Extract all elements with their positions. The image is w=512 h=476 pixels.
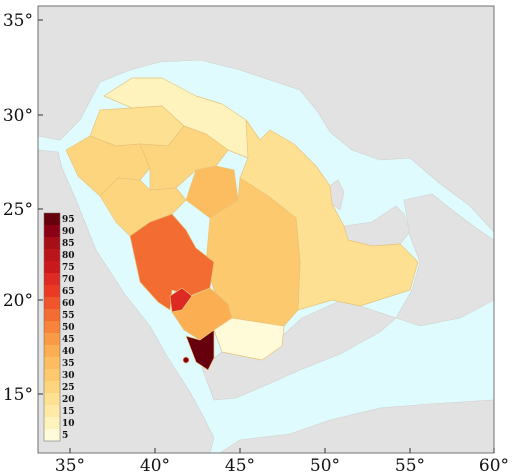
x-tick: 35° (55, 448, 85, 476)
legend-label: 60 (62, 299, 75, 309)
x-tick: 60° (479, 448, 509, 476)
legend-label: 80 (62, 251, 75, 261)
neighbouring-land (37, 5, 495, 454)
legend-label: 85 (62, 239, 75, 249)
legend-label: 25 (62, 383, 75, 393)
legend-swatch (44, 381, 60, 393)
y-tick-label: 30° (3, 106, 33, 126)
legend-label: 65 (62, 287, 75, 297)
y-tick: 15° (3, 385, 43, 405)
legend-swatch (44, 369, 60, 381)
farasan-islands (182, 356, 190, 364)
y-tick-label: 25° (3, 200, 33, 220)
legend-label: 45 (62, 335, 75, 345)
legend-label: 50 (62, 323, 75, 333)
oman (395, 193, 495, 327)
x-tick-label: 50° (310, 456, 340, 476)
legend-label: 35 (62, 359, 75, 369)
west-landmass (37, 149, 215, 454)
legend-swatch (44, 333, 60, 345)
x-ticks: 35° 40° 45° 50° 55° 60° (55, 448, 509, 476)
x-tick-label: 55° (395, 456, 425, 476)
x-tick: 40° (140, 448, 170, 476)
legend-swatch (44, 357, 60, 369)
plot-frame (37, 5, 495, 454)
x-tick: 50° (310, 448, 340, 476)
legend-label: 30 (62, 371, 75, 381)
legend-colorbar: 95 90 85 80 75 70 65 60 55 50 45 40 35 30 25 20 15 10 5 (43, 212, 75, 442)
legend-label: 10 (62, 419, 75, 429)
y-tick-label: 15° (3, 385, 33, 405)
region-jizan[interactable] (185, 329, 215, 371)
legend-label: 40 (62, 347, 75, 357)
legend-swatch (44, 405, 60, 417)
y-tick-label: 20° (3, 291, 33, 311)
y-ticks: 35° 30° 25° 20° 15° (3, 11, 43, 405)
legend-swatch (44, 345, 60, 357)
y-tick: 30° (3, 106, 43, 126)
legend-swatch (44, 237, 60, 249)
legend-label: 20 (62, 395, 75, 405)
legend-swatch (44, 213, 60, 225)
legend-label: 75 (62, 263, 75, 273)
x-tick-label: 60° (479, 456, 509, 476)
region-tabuk[interactable] (65, 135, 151, 197)
legend-label: 90 (62, 227, 75, 237)
legend-swatch (44, 261, 60, 273)
legend-swatch (44, 249, 60, 261)
saudi-regions (65, 77, 419, 371)
region-najran[interactable] (213, 317, 285, 361)
legend-label: 15 (62, 407, 75, 417)
region-medina[interactable] (99, 177, 187, 237)
y-tick: 20° (3, 291, 43, 311)
legend-label: 55 (62, 311, 75, 321)
x-tick-label: 45° (225, 456, 255, 476)
region-asir[interactable] (171, 287, 233, 341)
legend-label: 95 (62, 215, 75, 225)
legend-swatch (44, 297, 60, 309)
legend-swatch (44, 429, 60, 441)
x-tick: 55° (395, 448, 425, 476)
legend-frame (43, 212, 61, 442)
legend-label: 5 (62, 431, 68, 441)
legend-label: 70 (62, 275, 75, 285)
y-tick: 25° (3, 200, 43, 220)
legend-swatch (44, 417, 60, 429)
x-tick-label: 40° (140, 456, 170, 476)
plot-area: 35° 30° 25° 20° 15° 35° (3, 5, 509, 476)
north-landmass (37, 5, 495, 233)
y-tick: 35° (3, 11, 43, 31)
x-tick-label: 35° (55, 456, 85, 476)
legend-swatch (44, 321, 60, 333)
legend-swatch (44, 285, 60, 297)
legend-swatch (44, 225, 60, 237)
legend-swatch (44, 309, 60, 321)
y-tick-label: 35° (3, 11, 33, 31)
legend-swatch (44, 273, 60, 285)
legend-swatch (44, 393, 60, 405)
x-tick: 45° (225, 448, 255, 476)
